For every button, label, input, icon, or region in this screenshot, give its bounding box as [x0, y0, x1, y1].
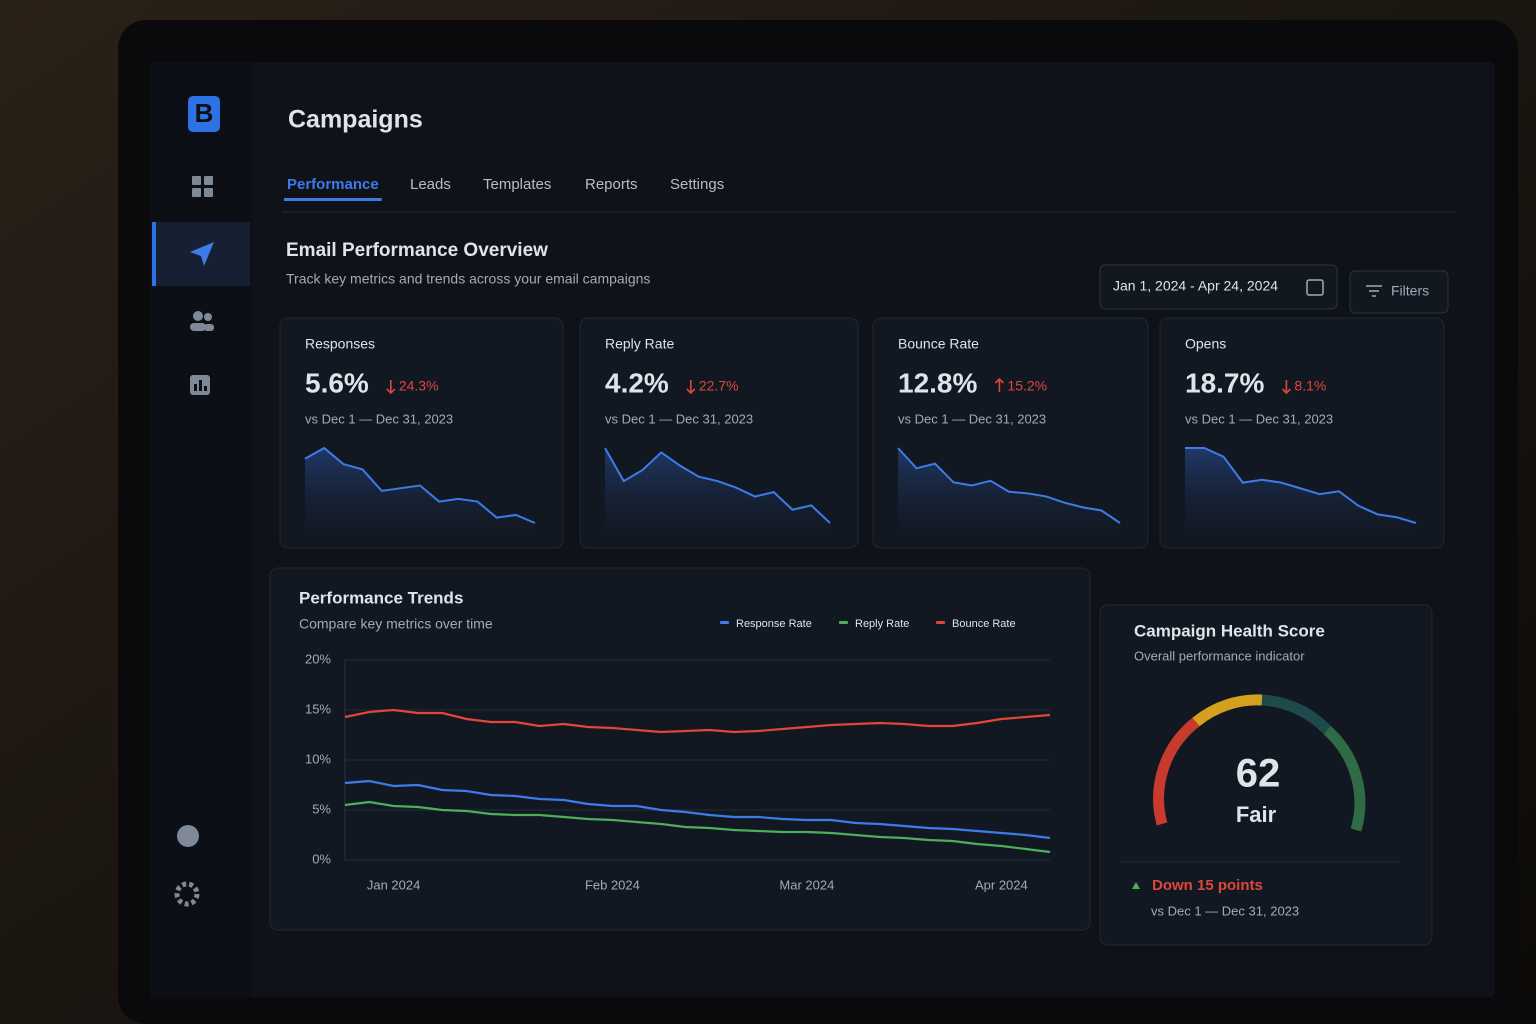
nav-chat[interactable]	[177, 825, 199, 847]
filters-label: Filters	[1391, 283, 1429, 299]
trends-chart: 0% 5% 10% 15% 20% Jan 2024 Feb 2024 Mar 2024 Apr…	[305, 618, 1051, 892]
kpi-change: 22.7%	[699, 378, 739, 394]
x-tick-label: Apr 2024	[975, 877, 1028, 892]
kpi-change: 15.2%	[1007, 378, 1047, 394]
date-picker[interactable]	[1099, 264, 1338, 310]
filter-icon	[1366, 285, 1382, 297]
y-tick-label: 5%	[312, 801, 331, 816]
nav-dashboard[interactable]	[192, 176, 213, 197]
health-panel	[1099, 604, 1433, 946]
health-comparison: vs Dec 1 — Dec 31, 2023	[1151, 903, 1299, 918]
change-arrow	[994, 377, 1004, 392]
logo-letter: B	[195, 98, 214, 128]
change-arrow	[386, 380, 396, 395]
change-icon	[1132, 882, 1140, 889]
x-tick-label: Jan 2024	[367, 877, 421, 892]
y-tick-label: 0%	[312, 851, 331, 866]
y-tick-label: 15%	[305, 701, 331, 716]
kpi-change: 24.3%	[399, 378, 439, 394]
y-tick-label: 20%	[305, 651, 331, 666]
legend-swatch	[936, 621, 945, 624]
y-tick-label: 10%	[305, 751, 331, 766]
kpi-value: 18.7%	[1185, 367, 1264, 398]
tab[interactable]: Templates	[483, 176, 551, 193]
kpi-label: Reply Rate	[605, 336, 674, 352]
kpi-comparison: vs Dec 1 — Dec 31, 2023	[605, 411, 753, 426]
legend-swatch	[839, 621, 848, 624]
nav-active-bar	[152, 222, 156, 286]
gauge-red	[1153, 717, 1200, 826]
tab[interactable]: Performance	[287, 176, 379, 193]
legend-label: Response Rate	[736, 618, 812, 630]
sparkline	[304, 446, 536, 524]
calendar-icon	[1306, 279, 1324, 296]
series-line	[344, 708, 1051, 734]
gauge-green	[1323, 725, 1366, 832]
filters-button[interactable]	[1349, 270, 1449, 314]
change-arrow	[1281, 380, 1291, 395]
page-title: Campaigns	[288, 106, 423, 134]
trends-panel	[269, 567, 1091, 931]
nav-reports[interactable]	[190, 375, 210, 395]
kpi-label: Opens	[1185, 336, 1226, 352]
sparkline	[897, 447, 1121, 524]
nav-contacts[interactable]	[190, 311, 214, 331]
kpi-value: 5.6%	[305, 367, 369, 398]
kpi-value: 12.8%	[898, 367, 977, 398]
nav-settings[interactable]	[174, 881, 200, 907]
x-tick-label: Mar 2024	[779, 877, 834, 892]
kpi-label: Responses	[305, 336, 375, 352]
logo	[188, 96, 220, 132]
kpi-comparison: vs Dec 1 — Dec 31, 2023	[898, 411, 1046, 426]
legend-label: Reply Rate	[855, 618, 909, 630]
legend-swatch	[720, 621, 729, 624]
tab[interactable]: Reports	[585, 176, 638, 193]
health-change: Down 15 points	[1152, 877, 1263, 894]
kpi-change: 8.1%	[1294, 378, 1326, 394]
kpi-comparison: vs Dec 1 — Dec 31, 2023	[305, 411, 453, 426]
nav-campaigns[interactable]	[190, 242, 214, 266]
date-range: Jan 1, 2024 - Apr 24, 2024	[1113, 278, 1278, 294]
sparkline-area	[1185, 448, 1416, 533]
health-score: 62	[1236, 752, 1281, 796]
tab-underline	[284, 198, 382, 201]
sparkline-area	[305, 448, 535, 533]
tab[interactable]: Leads	[410, 176, 451, 193]
series-line	[344, 779, 1051, 840]
kpi-value: 4.2%	[605, 367, 669, 398]
overview-subtitle: Track key metrics and trends across your…	[286, 271, 650, 287]
health-rating: Fair	[1236, 802, 1277, 827]
legend-label: Bounce Rate	[952, 618, 1016, 630]
sparkline-area	[605, 448, 830, 533]
gauge-yellow	[1192, 694, 1263, 727]
health-subtitle: Overall performance indicator	[1134, 648, 1305, 663]
sparkline	[1185, 447, 1417, 524]
series-line	[344, 800, 1051, 854]
kpi-comparison: vs Dec 1 — Dec 31, 2023	[1185, 411, 1333, 426]
chart-subtitle: Compare key metrics over time	[299, 616, 493, 632]
kpi-label: Bounce Rate	[898, 336, 979, 352]
sparkline	[604, 447, 831, 524]
gauge	[1153, 694, 1366, 832]
sidebar	[150, 62, 252, 997]
kpi-cards: Responses 5.6% 24.3% vs Dec 1 — Dec 31, 202…	[279, 317, 1445, 549]
health-title: Campaign Health Score	[1134, 621, 1325, 640]
change-arrow	[686, 380, 696, 395]
overview-title: Email Performance Overview	[286, 240, 548, 261]
sparkline-area	[898, 448, 1120, 533]
gauge-teal	[1261, 694, 1331, 734]
tabs: Performance Leads Templates Reports Settings	[284, 176, 724, 201]
chart-title: Performance Trends	[299, 588, 463, 607]
x-tick-label: Feb 2024	[585, 877, 640, 892]
tab[interactable]: Settings	[670, 176, 724, 193]
